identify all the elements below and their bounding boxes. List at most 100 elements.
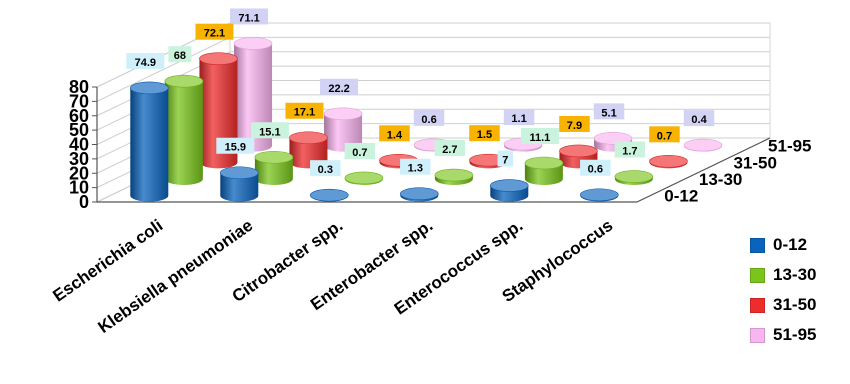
bar-top [399,187,439,201]
data-label-box [593,103,625,120]
data-label: 15.1 [259,126,280,138]
bar-13-30: 11.1 [520,128,564,185]
data-label-box [344,142,376,159]
bar-0-12: 74.9 [126,52,169,202]
data-label-box [400,158,431,175]
data-label: 72.1 [204,28,225,40]
bar-top [649,155,688,168]
y-tick-label: 50 [69,120,89,140]
data-label: 68 [174,50,186,62]
data-label: 7 [502,155,508,167]
bar-top [614,170,654,183]
data-label: 74.9 [135,57,156,69]
data-label: 1.7 [622,146,637,158]
bar-top [489,179,529,192]
legend-label: 0-12 [773,235,808,254]
bar-13-30: 15.1 [250,122,294,185]
data-label-box [649,126,680,143]
data-label-box [216,137,255,154]
data-label-box [310,160,341,177]
bar-51-95: 5.1 [593,103,633,152]
data-label-box [195,23,234,40]
bar-top [220,166,259,180]
depth-tick-label: 31-50 [733,153,776,172]
bar-top [683,138,723,152]
data-label: 0.4 [691,114,707,126]
legend-swatch [750,327,765,343]
data-label: 0.6 [588,164,603,176]
axes [92,86,771,203]
data-label: 7.9 [567,120,582,132]
y-tick-label: 40 [69,135,89,155]
bar-top [559,144,598,158]
legend-item: 31-50 [750,290,816,320]
legend: 0-12 13-30 31-50 51-95 [750,230,816,350]
y-tick-label: 30 [69,149,89,169]
data-label-box [469,125,500,142]
bar-0-12: 0.3 [309,160,349,202]
bar-top [434,168,474,182]
bar-top [579,188,619,202]
data-label-box [230,8,269,25]
bar-top [164,74,204,88]
bar-top [254,150,294,164]
legend-label: 13-30 [773,265,817,284]
bar-top [130,81,169,95]
y-tick-label: 20 [69,163,89,183]
data-label-box [580,159,611,176]
y-tick-label: 80 [69,77,89,97]
bar-13-30: 0.7 [344,142,384,185]
bar-top [344,171,384,185]
bar-51-95: 22.2 [320,78,363,152]
bar-51-95: 0.4 [683,110,723,152]
data-label: 1.5 [477,129,492,141]
data-label: 1.3 [408,163,423,175]
y-tick-label: 60 [69,106,89,126]
data-label: 17.1 [294,107,315,119]
data-label-box [379,125,410,142]
bar-top [289,131,328,145]
bar-body [164,81,203,185]
depth-tick-label: 51-95 [768,137,811,156]
bar-13-30: 1.7 [614,141,654,185]
data-label-box [434,140,466,157]
data-label-box [614,141,646,158]
bar-top [593,132,633,145]
depth-tick-label: 13-30 [699,170,742,189]
x-tick-label: Klebsiella pneumoniae [94,216,256,337]
data-label-box [126,52,165,69]
bar-13-30: 68 [164,46,204,185]
data-label-box [250,122,289,139]
bar-0-12: 15.9 [216,137,259,202]
data-label-box [168,46,192,63]
bar-0-12: 7 [489,150,529,202]
data-label-box [503,109,535,126]
data-label: 0.6 [421,114,436,126]
y-tick-label: 0 [79,192,89,212]
legend-item: 0-12 [750,230,816,260]
data-label: 0.3 [318,164,333,176]
bar-0-12: 1.3 [399,158,439,202]
data-label: 5.1 [601,107,616,119]
y-tick-label: 70 [69,91,89,111]
bar-body [254,157,293,185]
data-label: 1.1 [511,113,526,125]
legend-swatch [750,297,765,313]
bar-top [199,52,238,65]
data-label-box [520,128,559,145]
data-label: 15.9 [225,142,246,154]
bar-13-30: 2.7 [434,140,474,185]
data-label-box [320,78,359,95]
legend-item: 13-30 [750,260,816,290]
data-label-box [497,150,514,167]
data-label-box [285,102,324,119]
legend-label: 31-50 [773,295,817,314]
data-label-box [413,109,445,126]
bar-31-50: 0.7 [649,126,688,169]
bar-top [323,107,363,121]
bar-body [324,113,363,152]
bar-51-95: 1.1 [503,109,543,152]
